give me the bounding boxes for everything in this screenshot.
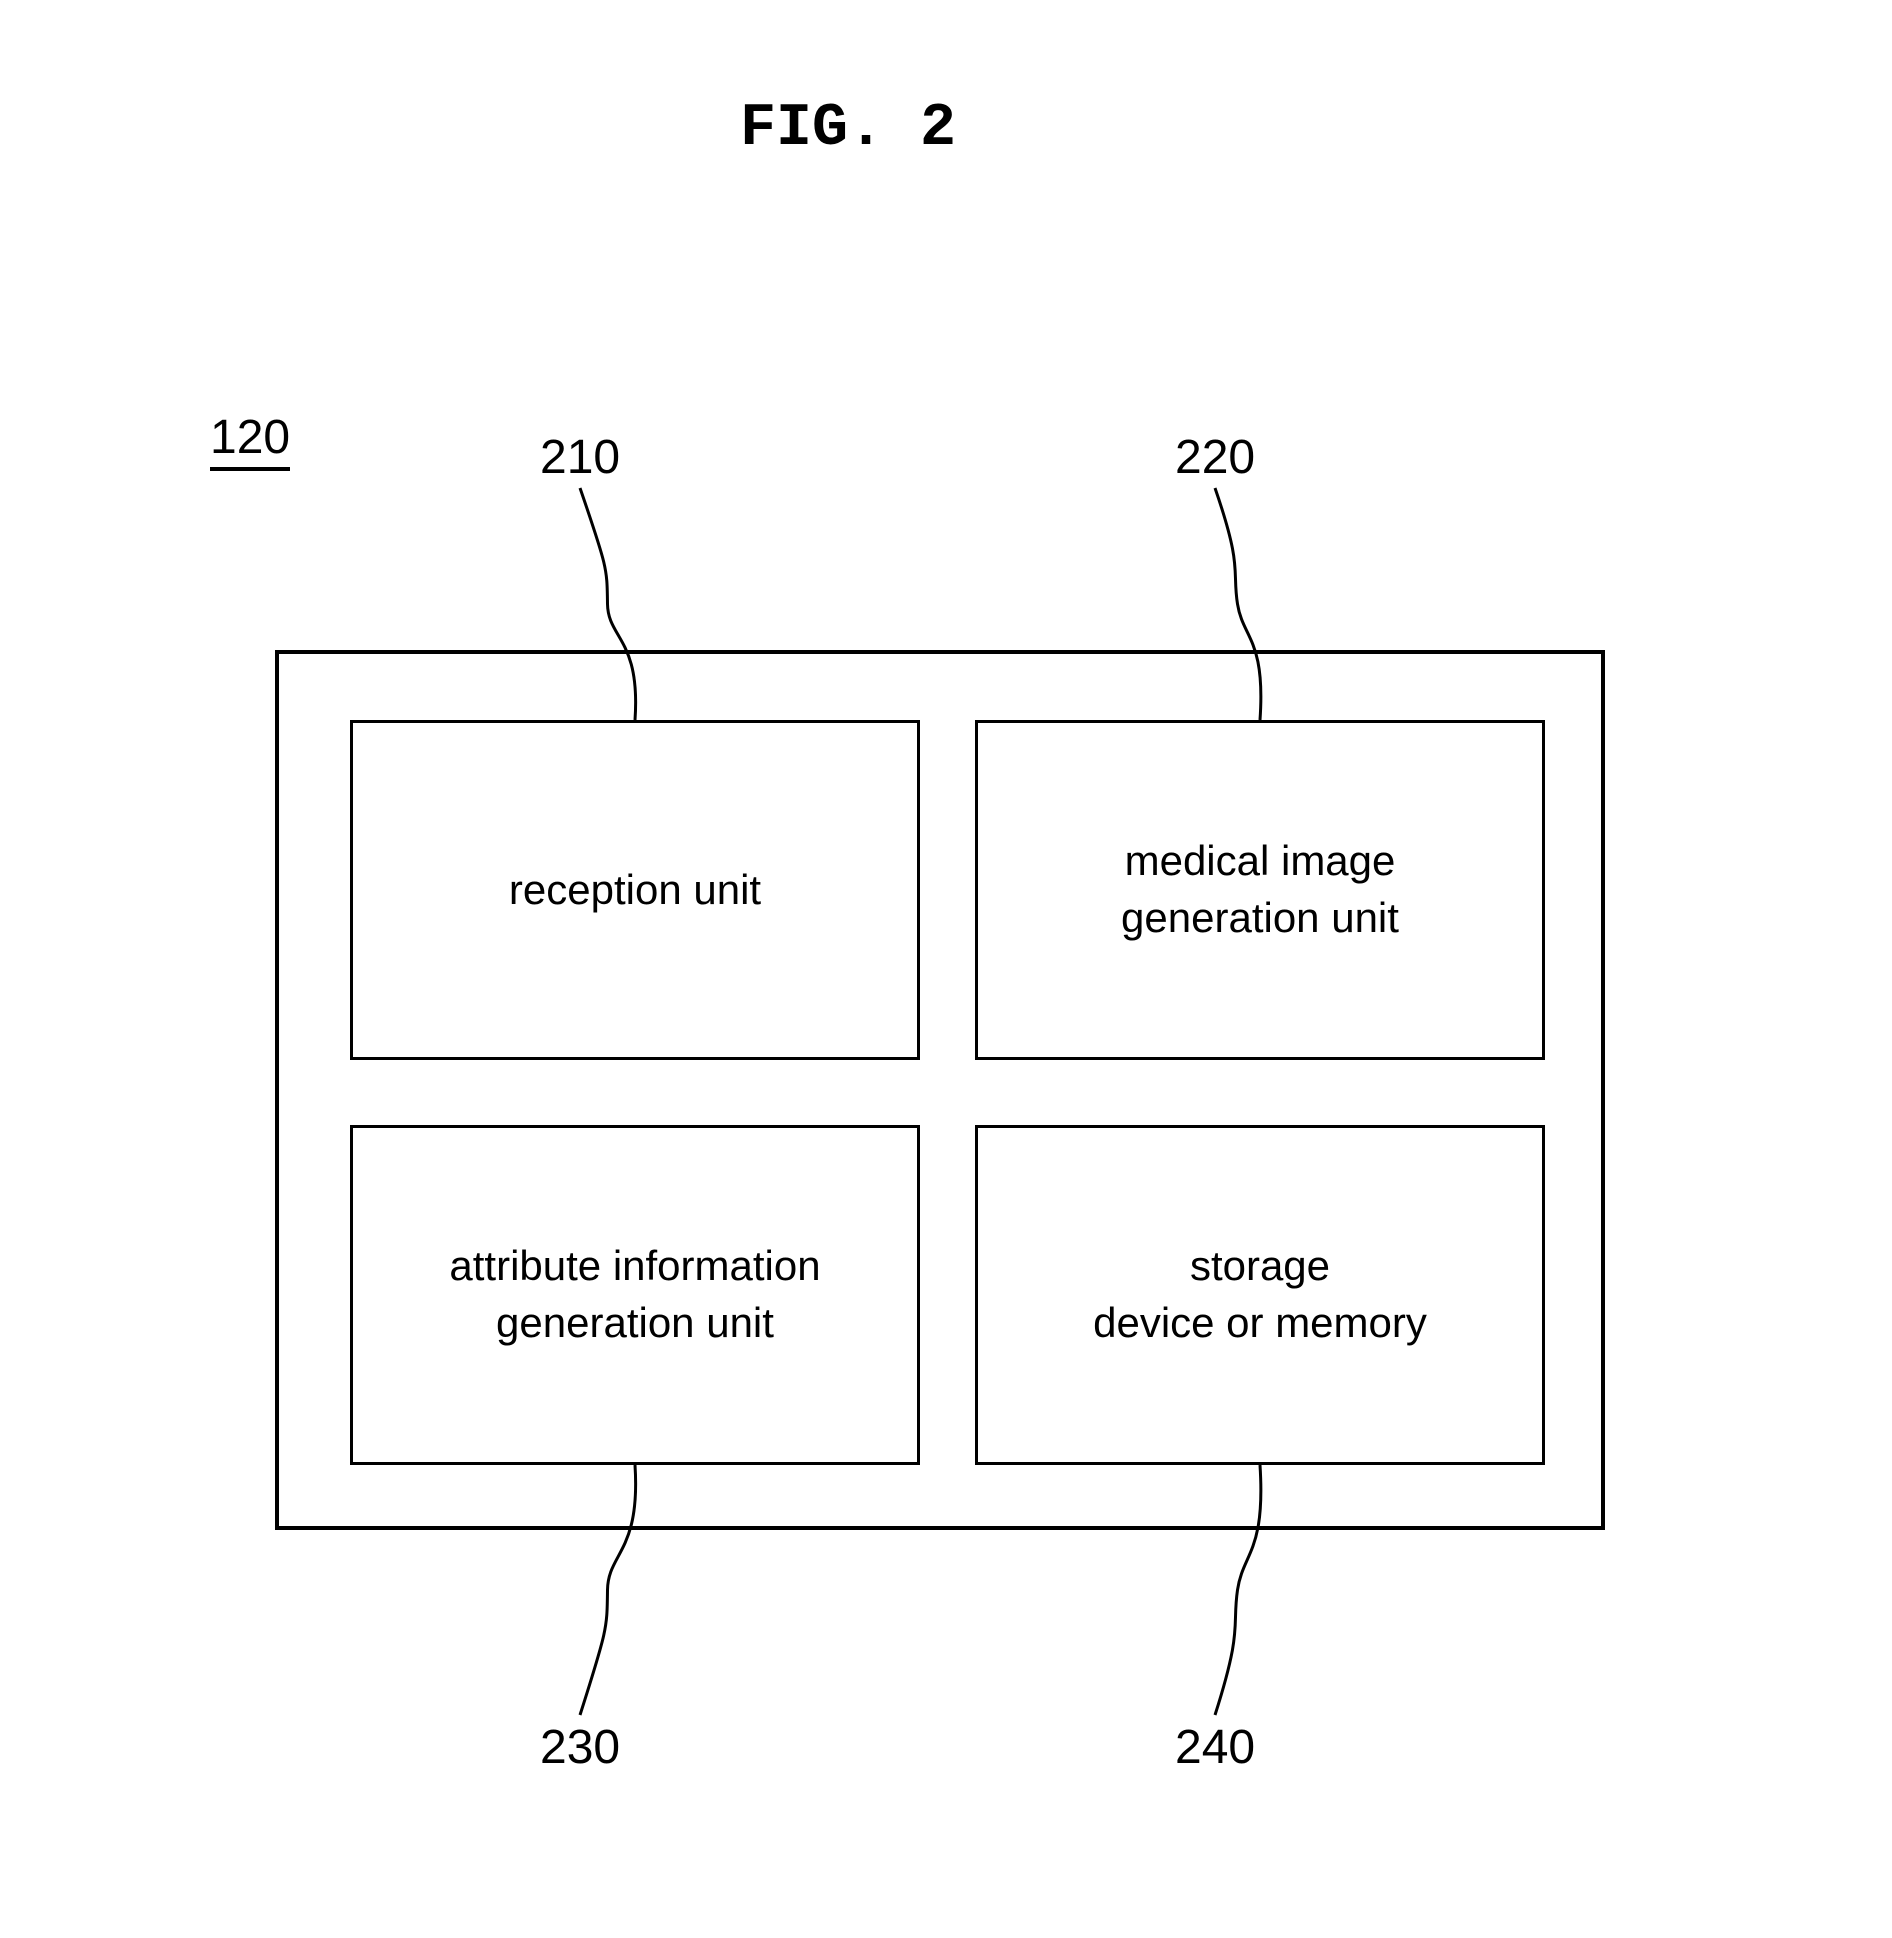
box-220-label: medical imagegeneration unit — [1121, 833, 1399, 946]
box-230-label: attribute informationgeneration unit — [449, 1238, 820, 1351]
outer-ref-label: 120 — [210, 410, 290, 471]
ref-label-230: 230 — [540, 1720, 620, 1775]
ref-label-240: 240 — [1175, 1720, 1255, 1775]
ref-label-210: 210 — [540, 430, 620, 485]
figure-canvas: FIG. 2 120 reception unit medical imageg… — [0, 0, 1892, 1938]
figure-title: FIG. 2 — [740, 95, 956, 163]
outer-ref-label-text: 120 — [210, 410, 290, 471]
box-220-medical-image-generation-unit: medical imagegeneration unit — [975, 720, 1545, 1060]
box-230-attribute-information-generation-unit: attribute informationgeneration unit — [350, 1125, 920, 1465]
ref-label-220: 220 — [1175, 430, 1255, 485]
box-240-label: storagedevice or memory — [1093, 1238, 1427, 1351]
box-240-storage-device-or-memory: storagedevice or memory — [975, 1125, 1545, 1465]
box-210-reception-unit: reception unit — [350, 720, 920, 1060]
box-210-label: reception unit — [509, 862, 761, 919]
